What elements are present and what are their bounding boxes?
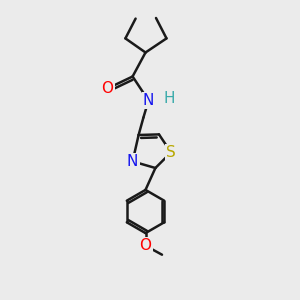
Text: O: O xyxy=(140,238,152,253)
Text: N: N xyxy=(143,93,154,108)
Text: N: N xyxy=(127,154,138,169)
Text: S: S xyxy=(166,145,176,160)
Text: H: H xyxy=(164,91,175,106)
Text: O: O xyxy=(101,81,113,96)
